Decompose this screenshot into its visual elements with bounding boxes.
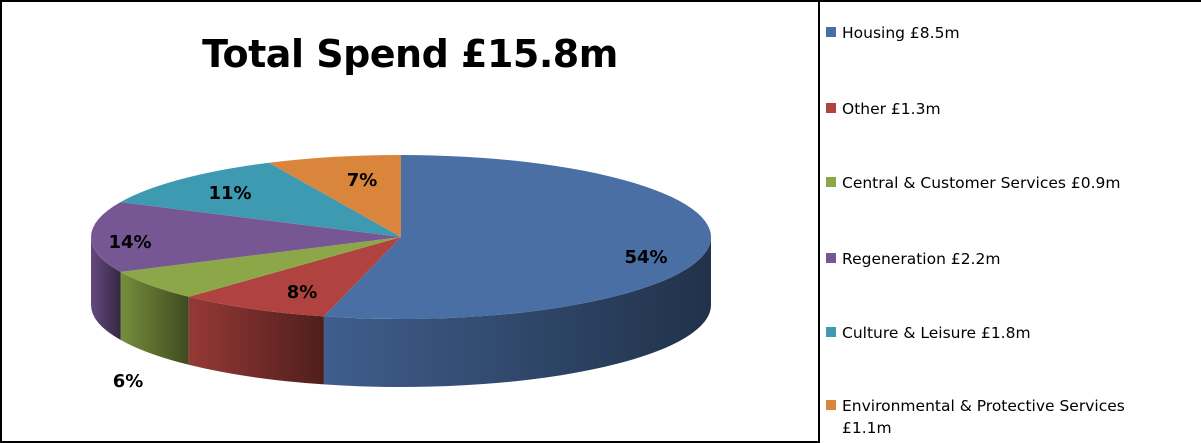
slice-top-1 [188, 237, 401, 317]
plot-area [0, 0, 820, 443]
legend-entry-0: Housing £8.5m [826, 22, 960, 44]
chart-title: Total Spend £15.8m [202, 32, 618, 76]
slice-top-5 [269, 155, 401, 237]
legend-entry-4: Culture & Leisure £1.8m [826, 322, 1031, 344]
data-label-1: 8% [287, 282, 318, 303]
data-label-5: 7% [347, 170, 378, 191]
legend-swatch-5 [826, 400, 836, 410]
slice-top-3 [91, 202, 402, 272]
legend-swatch-4 [826, 327, 836, 337]
legend-swatch-3 [826, 253, 836, 263]
slice-side-0 [323, 237, 711, 387]
legend-label-2: Central & Customer Services £0.9m [842, 174, 1121, 192]
legend-label-0: Housing £8.5m [842, 24, 960, 42]
legend-entry-2: Central & Customer Services £0.9m [826, 172, 1121, 194]
legend-swatch-1 [826, 103, 836, 113]
legend-entry-3: Regeneration £2.2m [826, 248, 1000, 270]
slice-side-1 [188, 296, 324, 385]
data-label-3: 14% [108, 232, 151, 253]
data-label-2: 6% [113, 371, 144, 392]
legend-entry-1: Other £1.3m [826, 98, 941, 120]
data-label-0: 54% [624, 247, 667, 268]
legend-swatch-2 [826, 177, 836, 187]
slice-side-2 [120, 271, 189, 365]
slice-top-4 [120, 162, 402, 237]
legend-label-5: Environmental & Protective Services £1.1m [842, 397, 1125, 437]
slice-side-3 [91, 237, 121, 340]
legend-label-1: Other £1.3m [842, 100, 941, 118]
legend [818, 0, 1201, 443]
legend-entry-5: Environmental & Protective Services £1.1m [826, 395, 1125, 439]
pie-chart: 54% 8% 6% 14% 11% 7% [91, 155, 711, 392]
legend-swatch-0 [826, 27, 836, 37]
slice-top-2 [120, 237, 402, 297]
legend-label-3: Regeneration £2.2m [842, 250, 1001, 268]
legend-label-4: Culture & Leisure £1.8m [842, 324, 1031, 342]
slice-top-0 [323, 155, 711, 319]
data-label-4: 11% [208, 183, 251, 204]
